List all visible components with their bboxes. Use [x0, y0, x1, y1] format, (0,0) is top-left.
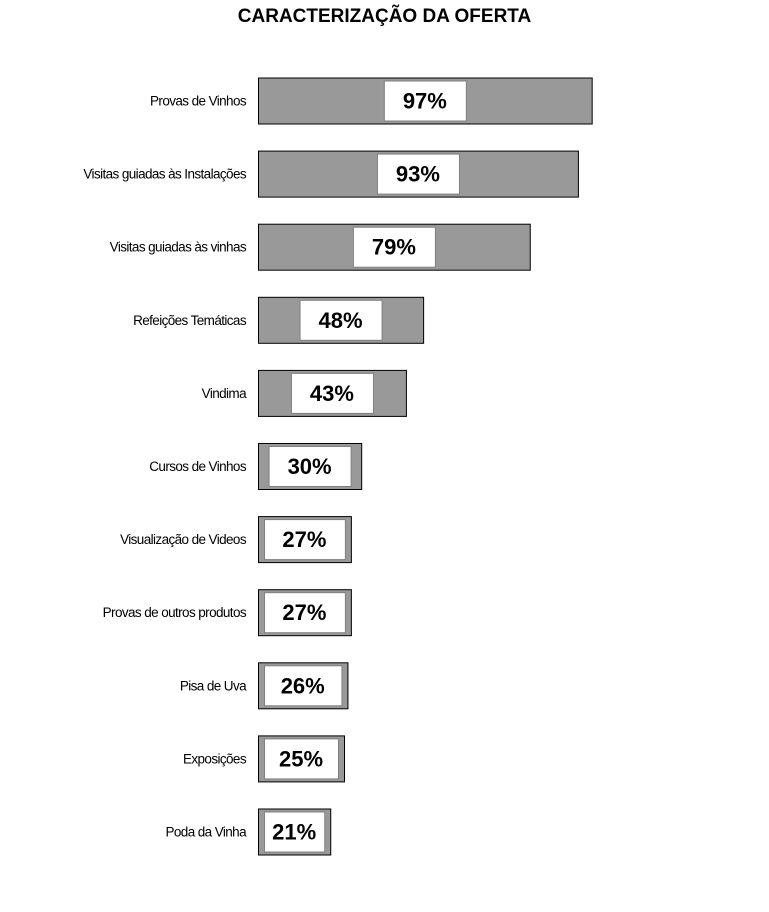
chart-title: CARACTERIZAÇÃO DA OFERTA	[237, 6, 532, 27]
category-label: Visitas guiadas às vinhas	[110, 240, 247, 255]
category-label: Refeições Temáticas	[133, 313, 247, 328]
data-label: 30%	[288, 454, 332, 479]
category-label: Provas de outros produtos	[103, 605, 247, 620]
data-label-box	[383, 80, 467, 122]
data-label: 93%	[396, 162, 440, 187]
data-label-box	[264, 811, 326, 853]
category-label: Cursos de Vinhos	[149, 459, 247, 474]
category-label: Exposições	[183, 751, 247, 766]
data-label-box	[376, 153, 460, 195]
category-label: Visualização de Videos	[120, 532, 247, 547]
data-label: 21%	[272, 820, 316, 845]
category-label: Visitas guiadas às Instalações	[83, 167, 246, 182]
category-label: Pisa de Uva	[180, 678, 247, 693]
data-label-box	[264, 592, 346, 634]
data-label: 48%	[319, 308, 363, 333]
data-label: 26%	[281, 673, 325, 698]
data-label-box	[264, 519, 346, 561]
category-label: Provas de Vinhos	[150, 94, 247, 109]
data-label: 43%	[310, 381, 354, 406]
data-label-box	[268, 446, 352, 487]
data-label-box	[352, 226, 436, 268]
category-label: Vindima	[202, 386, 247, 401]
data-label: 25%	[279, 746, 323, 771]
data-label-box	[264, 665, 343, 707]
data-label: 97%	[403, 89, 447, 114]
data-label: 79%	[372, 235, 416, 260]
data-label-box	[299, 299, 383, 341]
data-label: 27%	[282, 527, 326, 552]
data-label: 27%	[282, 600, 326, 625]
data-label-box	[264, 738, 339, 780]
data-label-box	[290, 372, 374, 414]
category-label: Poda da Vinha	[165, 825, 247, 840]
